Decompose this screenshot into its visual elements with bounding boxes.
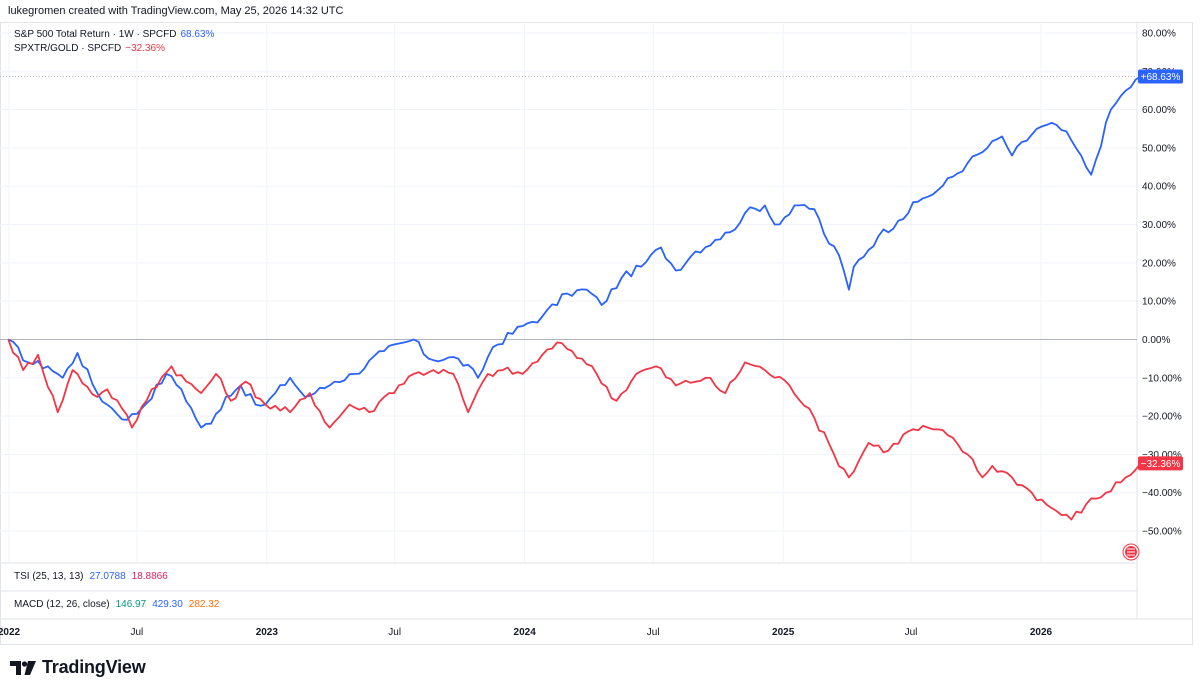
tsi-label: TSI (25, 13, 13)	[14, 571, 84, 582]
x-tick-label: 2023	[256, 627, 279, 638]
y-tick-label: 20.00%	[1142, 258, 1176, 269]
y-tick-label: 50.00%	[1142, 143, 1176, 154]
legend-label: S&P 500 Total Return · 1W · SPCFD	[14, 29, 177, 40]
y-tick-label: 40.00%	[1142, 182, 1176, 193]
tsi-value-2: 18.8866	[131, 571, 168, 582]
y-tick-label: 10.00%	[1142, 297, 1176, 308]
y-tick-label: −30.00%	[1142, 450, 1182, 461]
spx-price-tag[interactable]: +68.63%	[1138, 69, 1183, 84]
spx-total-return-line[interactable]	[7, 75, 1142, 429]
x-tick-label: 2022	[0, 627, 21, 638]
tradingview-logo-icon	[10, 660, 36, 675]
macd-value-1: 146.97	[115, 599, 147, 610]
legend-series-ratio[interactable]: SPXTR/GOLD · SPCFD −32.36%	[14, 43, 165, 54]
legend-label: SPXTR/GOLD · SPCFD	[14, 43, 122, 54]
y-tick-label: −10.00%	[1142, 373, 1182, 384]
y-tick-label: −20.00%	[1142, 412, 1182, 423]
y-tick-label: −40.00%	[1142, 488, 1182, 499]
price-tags: +68.63% −32.36%	[1138, 69, 1183, 471]
macd-value-3: 282.32	[188, 599, 220, 610]
legend-series-spx[interactable]: S&P 500 Total Return · 1W · SPCFD 68.63%	[14, 29, 214, 40]
spx-price-tag-text: +68.63%	[1141, 72, 1181, 83]
y-tick-label: 30.00%	[1142, 220, 1176, 231]
ratio-price-tag[interactable]: −32.36%	[1138, 456, 1183, 471]
tradingview-branding[interactable]: TradingView	[10, 657, 146, 678]
x-tick-label: Jul	[130, 627, 143, 638]
legend-value: −32.36%	[125, 43, 166, 54]
series-layer	[7, 75, 1142, 521]
time-axis: 2022 Jul 2023 Jul 2024 Jul 2025 Jul 2026	[0, 627, 1053, 638]
y-tick-label: 80.00%	[1142, 29, 1176, 40]
macd-label: MACD (12, 26, close)	[14, 599, 110, 610]
y-tick-label: −50.00%	[1142, 527, 1182, 538]
x-tick-label: 2024	[514, 627, 537, 638]
tradingview-wordmark: TradingView	[42, 657, 146, 677]
spx-gold-ratio-line[interactable]	[7, 339, 1142, 521]
price-axis: 80.00%70.00%60.00%50.00%40.00%30.00%20.0…	[1142, 29, 1182, 538]
x-tick-label: 2026	[1030, 627, 1053, 638]
macd-indicator-legend[interactable]: MACD (12, 26, close) 146.97 429.30 282.32	[14, 599, 219, 610]
macd-value-2: 429.30	[152, 599, 183, 610]
chart-attribution: lukegromen created with TradingView.com,…	[8, 5, 344, 17]
x-tick-label: Jul	[647, 627, 660, 638]
x-tick-label: Jul	[905, 627, 918, 638]
tsi-value-1: 27.0788	[89, 571, 126, 582]
x-tick-label: 2025	[772, 627, 795, 638]
flag-icon[interactable]	[1122, 543, 1140, 561]
y-tick-label: 0.00%	[1142, 335, 1170, 346]
chart-frame	[0, 22, 1193, 645]
x-tick-label: Jul	[388, 627, 401, 638]
chart-grid	[0, 22, 1193, 620]
legend-value: 68.63%	[180, 29, 215, 40]
y-tick-label: 60.00%	[1142, 105, 1176, 116]
ratio-price-tag-text: −32.36%	[1141, 459, 1181, 470]
tsi-indicator-legend[interactable]: TSI (25, 13, 13) 27.0788 18.8866	[14, 571, 168, 582]
